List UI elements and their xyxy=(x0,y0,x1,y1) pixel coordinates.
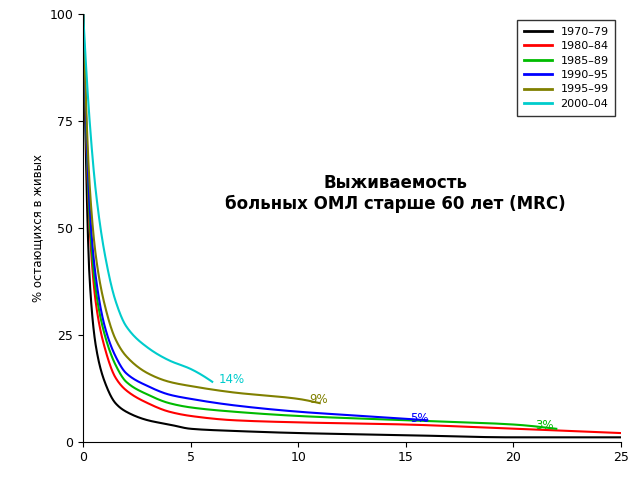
Text: 3%: 3% xyxy=(535,419,554,432)
Text: 2%: 2% xyxy=(0,479,1,480)
Legend: 1970–79, 1980–84, 1985–89, 1990–95, 1995–99, 2000–04: 1970–79, 1980–84, 1985–89, 1990–95, 1995… xyxy=(517,20,615,116)
Text: 14%: 14% xyxy=(219,373,245,386)
Y-axis label: % остающихся в живых: % остающихся в живых xyxy=(31,154,44,302)
Text: Выживаемость
больных ОМЛ старше 60 лет (MRC): Выживаемость больных ОМЛ старше 60 лет (… xyxy=(225,174,565,213)
Text: 5%: 5% xyxy=(410,412,429,425)
Text: 1%: 1% xyxy=(0,479,1,480)
Text: 9%: 9% xyxy=(309,393,328,406)
